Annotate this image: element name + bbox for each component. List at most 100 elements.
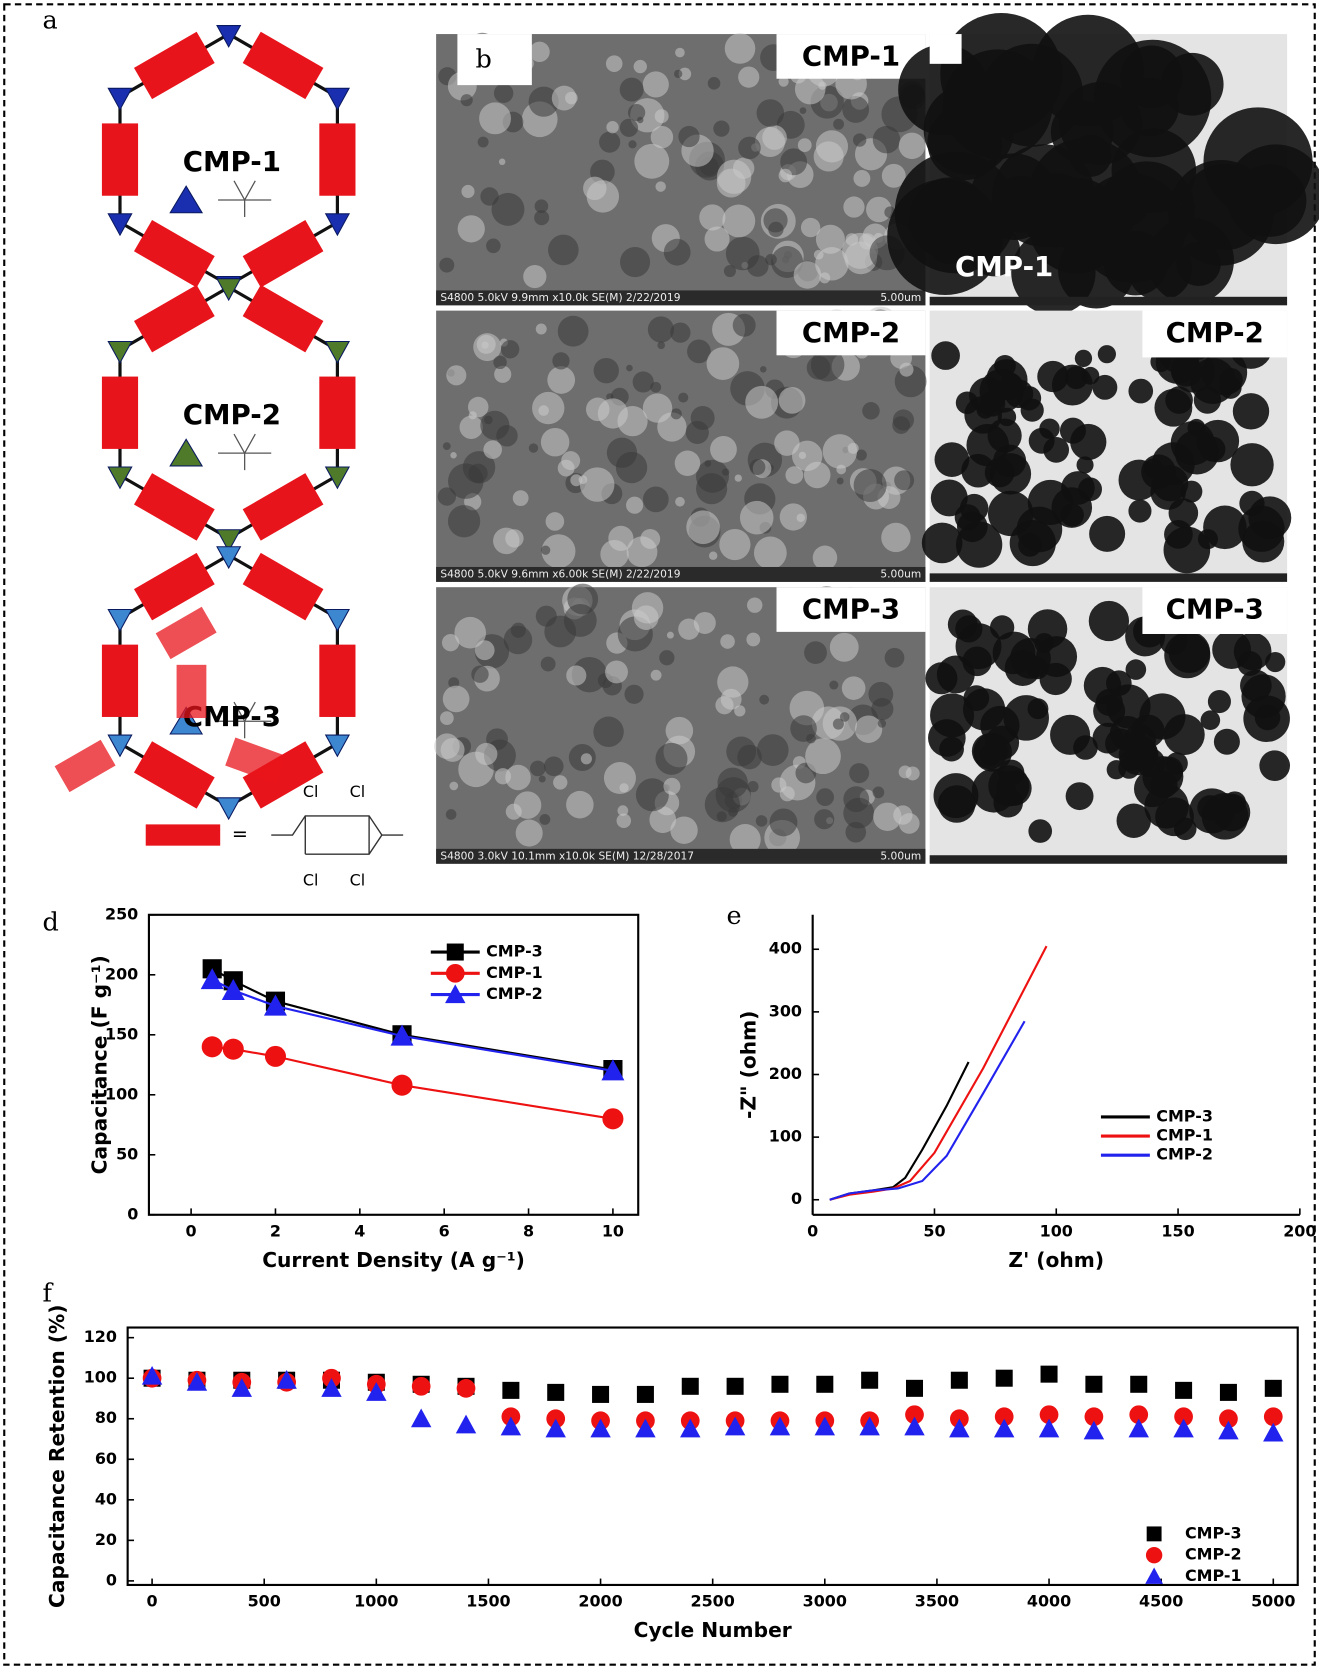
- sem-info: S4800 5.0kV 9.9mm x10.0k SE(M) 2/22/2019: [440, 291, 680, 304]
- sem-texture: [446, 809, 457, 820]
- sem-texture: [619, 783, 628, 792]
- linker-block: [134, 741, 215, 808]
- marker-triangle: [1129, 1419, 1149, 1438]
- legend-label: CMP-3: [1156, 1106, 1213, 1125]
- sem-texture: [552, 86, 577, 111]
- tem-particle: [1219, 377, 1241, 399]
- sem-texture: [532, 392, 564, 424]
- y-axis-title: Capacitance (F g⁻¹): [88, 955, 112, 1174]
- x-axis-title: Z' (ohm): [1008, 1248, 1104, 1272]
- sem-texture: [566, 665, 586, 685]
- sem-texture: [605, 660, 628, 683]
- sem-texture: [640, 529, 660, 549]
- x-axis-title: Current Density (A g⁻¹): [262, 1248, 525, 1272]
- tem-particle: [1089, 516, 1125, 552]
- tem-particle: [1238, 506, 1284, 552]
- label-bg: [930, 34, 962, 64]
- legend-label: CMP-2: [1156, 1145, 1213, 1164]
- sem-texture: [606, 121, 618, 133]
- sem-texture: [475, 743, 497, 765]
- tem-particle: [988, 418, 1022, 452]
- tem-particle: [1096, 689, 1123, 716]
- linker-key: [146, 824, 220, 845]
- sem-texture: [849, 763, 869, 783]
- sem-texture: [724, 265, 736, 277]
- sem-texture: [862, 402, 880, 420]
- tem-particle: [1028, 819, 1052, 843]
- sem-texture: [848, 443, 859, 454]
- sem-texture: [486, 239, 501, 254]
- sem-texture: [552, 352, 569, 369]
- sem-texture: [837, 478, 844, 485]
- tem-particle: [1092, 723, 1123, 754]
- sem-texture: [707, 347, 740, 380]
- legend-marker: [1147, 1526, 1162, 1541]
- sem-texture: [544, 756, 564, 776]
- sem-texture: [754, 536, 787, 569]
- figure: a c CMP-1CMP-2CMP-3=ClClClClS4800 5.0kV …: [0, 0, 1319, 1669]
- sem-texture: [667, 632, 674, 639]
- structure-name: CMP-1: [183, 145, 281, 178]
- y-tick-label: 250: [105, 904, 138, 923]
- y-tick-label: 20: [95, 1530, 117, 1549]
- sem-texture: [881, 523, 910, 552]
- sem-info: S4800 5.0kV 9.6mm x6.00k SE(M) 2/22/2019: [440, 567, 680, 580]
- tem-particle: [969, 377, 1006, 414]
- sem-texture: [873, 803, 901, 831]
- sem-texture: [608, 526, 633, 551]
- linker-block: [134, 285, 215, 352]
- sem-texture: [746, 633, 760, 647]
- tem-info-bar: [930, 573, 1287, 582]
- x-tick-label: 200: [1283, 1221, 1316, 1240]
- y-tick-label: 0: [106, 1570, 117, 1589]
- sem-texture: [675, 48, 685, 58]
- sem-texture: [458, 215, 485, 242]
- tem-particle: [1202, 793, 1249, 840]
- tem-particle: [1066, 782, 1094, 810]
- sem-texture: [479, 102, 511, 134]
- x-tick-label: 50: [923, 1221, 945, 1240]
- sem-texture: [541, 546, 550, 555]
- x-tick-label: 0: [807, 1221, 818, 1240]
- tem-particle: [1240, 670, 1272, 702]
- sem-texture: [651, 670, 662, 681]
- x-tick-label: 10: [602, 1221, 624, 1240]
- marker-circle: [265, 1046, 286, 1067]
- node-triangle: [108, 610, 131, 631]
- x-tick-label: 3500: [915, 1591, 959, 1610]
- tem-particle: [1021, 399, 1044, 422]
- sem-texture: [634, 605, 659, 630]
- sem-texture: [805, 738, 841, 774]
- sem-texture: [581, 753, 592, 764]
- marker-square: [727, 1378, 744, 1395]
- sem-texture: [580, 467, 614, 501]
- tem-particle: [939, 737, 964, 762]
- node-triangle: [326, 735, 349, 756]
- tem-particle: [993, 788, 1023, 818]
- sem-texture: [513, 490, 529, 506]
- tem-particle: [1166, 752, 1188, 774]
- node-triangle: [326, 610, 349, 631]
- sem-texture: [443, 686, 470, 713]
- sem-texture: [804, 641, 827, 664]
- sem-texture: [448, 505, 480, 537]
- tem-particle: [1154, 389, 1192, 427]
- x-tick-label: 8: [523, 1221, 534, 1240]
- tem-particle: [1152, 465, 1188, 501]
- sem-texture: [506, 804, 522, 820]
- marker-square: [682, 1378, 699, 1395]
- tem-particle: [1102, 180, 1149, 227]
- tem-particle: [1061, 471, 1095, 505]
- chlorine-label: Cl: [303, 782, 319, 801]
- sem-texture: [816, 225, 845, 254]
- marker-square: [1130, 1376, 1147, 1393]
- linker-block: [156, 607, 217, 659]
- sem-texture: [759, 695, 769, 705]
- tem-particle: [1197, 420, 1239, 462]
- sem-texture: [494, 84, 513, 103]
- marker-triangle: [1263, 1423, 1283, 1442]
- sem-texture: [634, 60, 647, 73]
- marker-circle: [602, 1108, 623, 1129]
- tem-particle: [1075, 350, 1092, 367]
- sem-texture: [674, 70, 682, 78]
